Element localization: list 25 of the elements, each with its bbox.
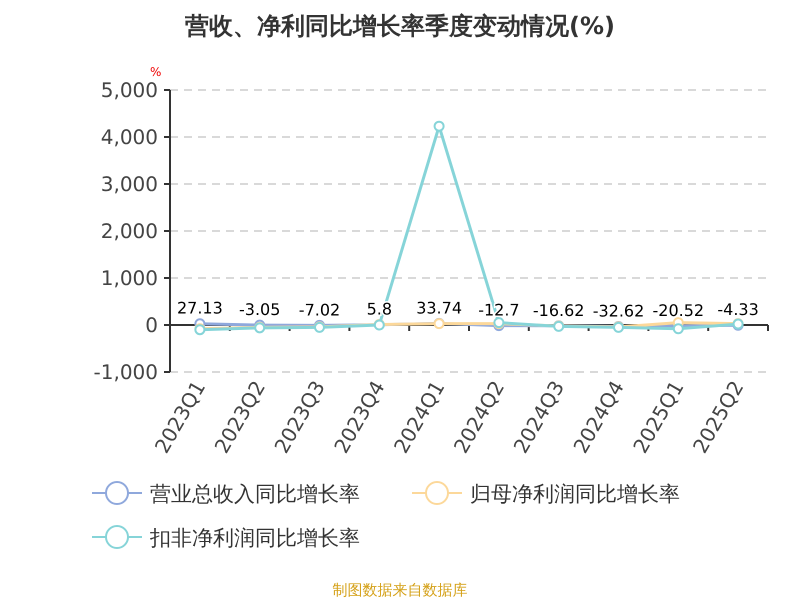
data-label: -3.05 bbox=[238, 300, 280, 320]
point bbox=[434, 120, 445, 132]
chart-title: 营收、净利同比增长率季度变动情况(%) bbox=[184, 12, 615, 40]
legend-label: 归母净利润同比增长率 bbox=[470, 482, 680, 506]
y-tick-label: -1,000 bbox=[94, 360, 158, 384]
y-tick-label: 5,000 bbox=[100, 78, 158, 102]
y-tick-label: 3,000 bbox=[100, 172, 158, 196]
data-label: -4.33 bbox=[717, 300, 759, 320]
data-label: -32.62 bbox=[592, 302, 644, 321]
y-tick-label: 1,000 bbox=[100, 266, 158, 290]
data-label: -20.52 bbox=[652, 300, 704, 320]
y-tick-label: 4,000 bbox=[100, 125, 158, 149]
data-label: -7.02 bbox=[298, 300, 340, 320]
legend-label: 营业总收入同比增长率 bbox=[150, 482, 360, 506]
legend-label: 扣非净利润同比增长率 bbox=[149, 526, 360, 550]
data-label: 33.74 bbox=[416, 298, 462, 318]
data-label: 5.8 bbox=[366, 300, 392, 319]
y-tick-label: 0 bbox=[145, 313, 158, 337]
y-axis-title: % bbox=[150, 65, 162, 79]
text: 制图数据来自数据库 bbox=[332, 581, 468, 599]
point bbox=[672, 323, 684, 334]
data-label: -16.62 bbox=[532, 300, 584, 320]
data-label: 27.13 bbox=[176, 298, 223, 318]
data-label: -12.7 bbox=[478, 300, 520, 320]
y-tick-label: 2,000 bbox=[100, 219, 158, 243]
